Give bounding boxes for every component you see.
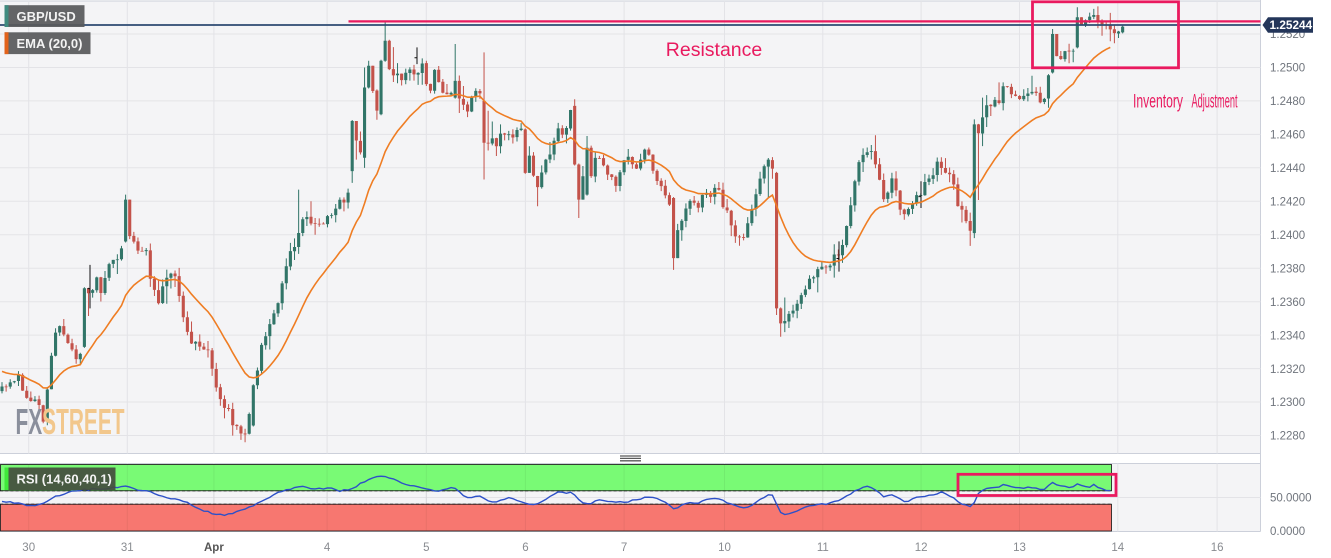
svg-text:1.2280: 1.2280 [1270, 431, 1305, 443]
svg-text:EMA (20,0): EMA (20,0) [17, 36, 83, 51]
svg-text:10: 10 [718, 542, 731, 554]
svg-text:Resistance: Resistance [666, 39, 762, 61]
svg-text:4: 4 [324, 542, 331, 554]
svg-text:5: 5 [423, 542, 429, 554]
svg-text:1.2360: 1.2360 [1270, 297, 1305, 309]
svg-text:1.2340: 1.2340 [1270, 330, 1305, 342]
svg-text:16: 16 [1211, 542, 1224, 554]
svg-text:0.0000: 0.0000 [1270, 526, 1305, 538]
svg-text:14: 14 [1111, 542, 1124, 554]
svg-text:7: 7 [621, 542, 627, 554]
svg-text:11: 11 [817, 542, 829, 554]
svg-text:1.25244: 1.25244 [1270, 18, 1313, 32]
svg-text:1.2380: 1.2380 [1270, 263, 1305, 275]
svg-text:50.0000: 50.0000 [1270, 493, 1312, 505]
svg-text:1.2300: 1.2300 [1270, 397, 1305, 409]
svg-text:12: 12 [915, 542, 928, 554]
svg-text:FXSTREET: FXSTREET [16, 401, 125, 442]
svg-text:GBP/USD: GBP/USD [17, 9, 76, 24]
svg-text:1.2480: 1.2480 [1270, 96, 1305, 108]
svg-text:Inventory: Inventory [1133, 91, 1183, 113]
svg-text:1.2320: 1.2320 [1270, 364, 1305, 376]
svg-text:30: 30 [22, 542, 35, 554]
svg-text:Adjustment: Adjustment [1192, 91, 1238, 113]
svg-text:31: 31 [121, 542, 134, 554]
svg-text:1.2500: 1.2500 [1270, 63, 1305, 75]
svg-text:Apr: Apr [204, 542, 224, 554]
svg-text:1.2420: 1.2420 [1270, 197, 1305, 209]
svg-text:1.2460: 1.2460 [1270, 130, 1305, 142]
svg-text:RSI (14,60,40,1): RSI (14,60,40,1) [17, 471, 112, 486]
svg-text:13: 13 [1013, 542, 1026, 554]
svg-text:6: 6 [522, 542, 528, 554]
svg-text:1.2440: 1.2440 [1270, 163, 1305, 175]
svg-text:1.2400: 1.2400 [1270, 230, 1305, 242]
